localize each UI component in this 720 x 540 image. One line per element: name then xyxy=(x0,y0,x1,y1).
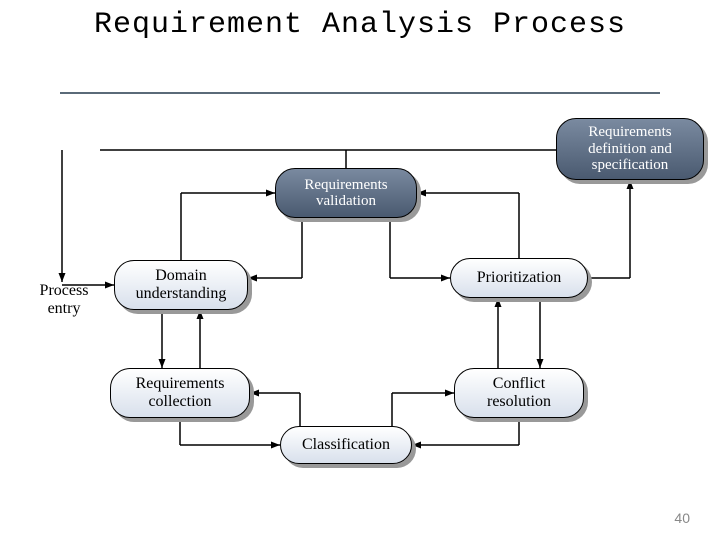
node-box: Conflictresolution xyxy=(454,368,584,418)
node-conflict: Conflictresolution xyxy=(454,368,584,418)
node-box: Requirementscollection xyxy=(110,368,250,418)
node-domain: Domainunderstanding xyxy=(114,260,248,310)
node-box: Prioritization xyxy=(450,258,588,298)
title-underline xyxy=(60,92,660,94)
node-box: Classification xyxy=(280,426,412,464)
node-reqcoll: Requirementscollection xyxy=(110,368,250,418)
node-box: Requirementsdefinition andspecification xyxy=(556,118,704,180)
node-box: Domainunderstanding xyxy=(114,260,248,310)
node-reqdef: Requirementsdefinition andspecification xyxy=(556,118,704,180)
page-number: 40 xyxy=(674,510,690,526)
node-prior: Prioritization xyxy=(450,258,588,298)
flowchart-diagram: Processentry Domainunderstanding Requireme… xyxy=(0,110,720,510)
node-class: Classification xyxy=(280,426,412,464)
node-reqval: Requirementsvalidation xyxy=(275,168,417,218)
process-entry-label: Processentry xyxy=(34,282,94,317)
node-box: Requirementsvalidation xyxy=(275,168,417,218)
page-title: Requirement Analysis Process xyxy=(0,8,720,42)
